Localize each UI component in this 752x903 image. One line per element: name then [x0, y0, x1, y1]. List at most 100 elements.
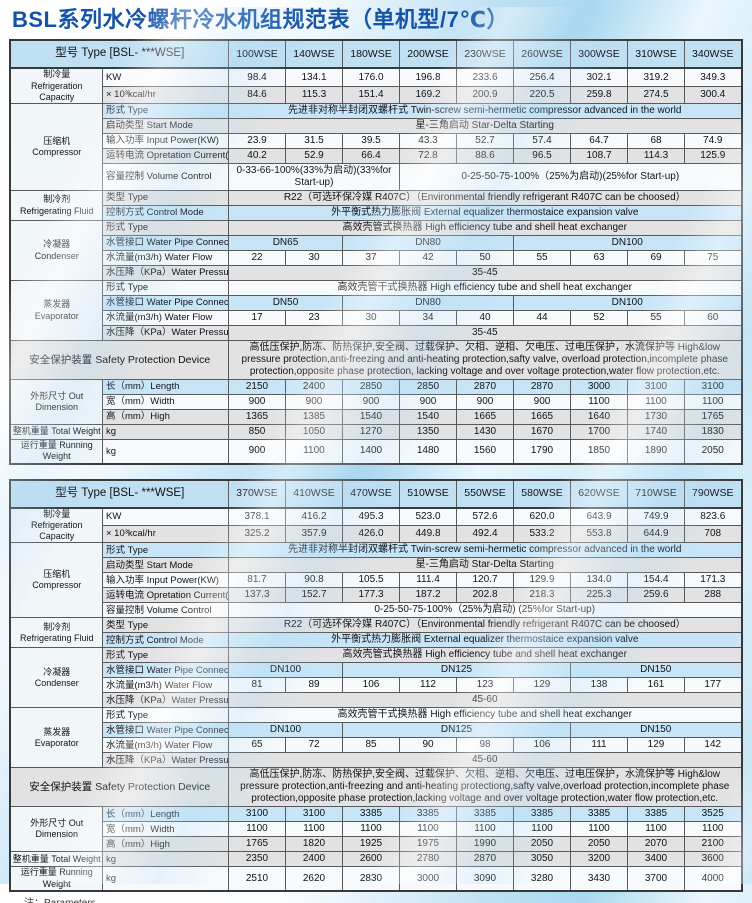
table-row: 水管接口 Water Pipe ConnectionDN100DN125DN15…	[10, 722, 742, 739]
value-cell: 2050	[684, 439, 742, 465]
value-cell: 325.2	[228, 524, 286, 544]
model-header-cell: 370WSE	[228, 479, 286, 509]
value-cell: 69	[627, 250, 685, 267]
value-cell: 2870	[456, 851, 514, 868]
table-row: 蒸发器 Evaporator 形式 Type 高效壳管干式换热器 High effi…	[9, 280, 742, 342]
table-row: 高（mm）High 1365 1385 1540 1540 1665 1665 1640 173…	[10, 409, 742, 426]
value-cell: 200.9	[456, 85, 514, 105]
value-cell: 89	[285, 677, 343, 694]
row-label: KW	[101, 67, 230, 87]
value-cell: 129	[513, 677, 571, 694]
row-label: × 10³kcal/hr	[101, 524, 230, 544]
value-cell: 4000	[684, 866, 742, 892]
row-label: 宽（mm）Width	[101, 394, 230, 411]
value-cell: 3385	[570, 806, 628, 823]
value-cell: 1100	[513, 821, 571, 838]
row-label: 形式 Type	[101, 647, 230, 664]
table-row: 冷凝器 Condenser 形式 Type 高效壳管式换热器 High effici…	[9, 647, 742, 709]
spec-table-1-container: 型号 Type [BSL- ***WSE] 100WSE 140WSE 180WSE 2…	[0, 39, 752, 465]
merged-value-cell: 先进非对称半封闭双螺杆式 Twin-screw semi-hermetic co…	[228, 103, 742, 120]
spec-table-2-container: 型号 Type [BSL- ***WSE] 370WSE 410WSE 470WSE 5…	[0, 478, 752, 892]
value-cell: 50	[456, 250, 514, 267]
value-cell: 105.5	[342, 572, 400, 589]
table-row: 运转电流 Opretation Current(A) 137.3 152.7 177.…	[10, 587, 742, 604]
value-cell: 900	[456, 394, 514, 411]
value-cell: 749.9	[627, 507, 685, 526]
merged-value-cell: DN100	[513, 235, 742, 252]
model-header-cell: 100WSE	[228, 39, 286, 70]
value-cell: 3385	[342, 806, 400, 823]
value-cell: 900	[399, 394, 457, 411]
value-cell: 96.5	[513, 148, 571, 165]
row-label: 水压降（KPa）Water Pressure Drop	[101, 325, 230, 342]
value-cell: 620.0	[513, 507, 571, 526]
merged-value-cell: 0-25-50-75-100%（25%为启动) (25%for Start-up…	[228, 602, 742, 619]
row-label: 水管接口 Water Pipe Connection	[101, 295, 230, 312]
value-cell: 1365	[228, 409, 286, 426]
value-cell: 302.1	[570, 67, 628, 87]
merged-value-cell: 先进非对称半封闭双螺杆式 Twin-screw semi-hermetic co…	[228, 542, 742, 559]
value-cell: 900	[285, 394, 343, 411]
merged-value-cell: DN100	[228, 722, 343, 739]
table-row: 制冷量 Refrigeration Capacity KW 98.4 134.1 176…	[9, 67, 742, 105]
value-cell: 1765	[228, 836, 286, 853]
value-cell: 1100	[399, 821, 457, 838]
section-label: 整机重量 Total Weight	[9, 424, 103, 441]
table-row: 水压降（KPa）Water Pressure Drop35-45	[10, 325, 742, 342]
section-label: 压缩机 Compressor	[9, 103, 103, 192]
value-cell: 1990	[456, 836, 514, 853]
value-cell: 40.2	[228, 148, 286, 165]
value-cell: 1385	[285, 409, 343, 426]
value-cell: 30	[342, 310, 400, 327]
merged-value-cell: DN125	[342, 662, 571, 679]
row-label: 形式 Type	[101, 103, 230, 120]
merged-value-cell: 45-60	[228, 752, 742, 769]
merged-value-cell: 星-三角启动 Star-Delta Starting	[228, 118, 742, 135]
section-label: 蒸发器 Evaporator	[9, 280, 103, 342]
value-cell: 256.4	[513, 67, 571, 87]
table-row: 水管接口 Water Pipe ConnectionDN50DN80DN100	[10, 295, 742, 312]
row-label: × 10³kcal/hr	[101, 85, 230, 105]
table-row: 水流量(m3/h) Water Flow 65 72 85 90 98 106 111 129 1…	[10, 737, 742, 754]
value-cell: 63	[570, 250, 628, 267]
section-label: 冷凝器 Condenser	[9, 220, 103, 282]
model-header-cell: 140WSE	[285, 39, 343, 70]
row-label: 形式 Type	[101, 542, 230, 559]
value-cell: 85	[342, 737, 400, 754]
value-cell: 2510	[228, 866, 286, 892]
table-row: 水流量(m3/h) Water Flow 17 23 30 34 40 44 52 55 60	[10, 310, 742, 327]
table-row: 整机重量 Total Weight kg 850 1050 1270 1350 1430 16…	[9, 424, 742, 441]
value-cell: 34	[399, 310, 457, 327]
value-cell: 23.9	[228, 133, 286, 150]
merged-value-cell: 35-45	[228, 265, 742, 282]
value-cell: 3385	[513, 806, 571, 823]
value-cell: 378.1	[228, 507, 286, 526]
value-cell: 1100	[456, 821, 514, 838]
row-label: KW	[101, 507, 230, 526]
table-row: 安全保护装置 Safety Protection Device 高低压保护,防冻、…	[9, 767, 742, 808]
section-label: 运行重量 Running Weight	[9, 439, 103, 465]
value-cell: 57.4	[513, 133, 571, 150]
value-cell: 39.5	[342, 133, 400, 150]
value-cell: 643.9	[570, 507, 628, 526]
value-cell: 644.9	[627, 524, 685, 544]
value-cell: 23	[285, 310, 343, 327]
row-label: kg	[101, 851, 230, 868]
value-cell: 3000	[399, 866, 457, 892]
value-cell: 900	[513, 394, 571, 411]
value-cell: 111	[570, 737, 628, 754]
model-header-cell: 550WSE	[456, 479, 514, 509]
value-cell: 1540	[399, 409, 457, 426]
value-cell: 60	[684, 310, 742, 327]
value-cell: 2620	[285, 866, 343, 892]
table-row: 外形尺寸 Out Dimension 长（mm）Length 3100 3100 338…	[9, 806, 742, 853]
value-cell: 1100	[285, 821, 343, 838]
row-label: 形式 Type	[101, 707, 230, 724]
value-cell: 1540	[342, 409, 400, 426]
value-cell: 72	[285, 737, 343, 754]
merged-value-cell: DN80	[342, 295, 514, 312]
value-cell: 533.2	[513, 524, 571, 544]
value-cell: 3525	[684, 806, 742, 823]
value-cell: 1100	[285, 439, 343, 465]
value-cell: 1700	[570, 424, 628, 441]
